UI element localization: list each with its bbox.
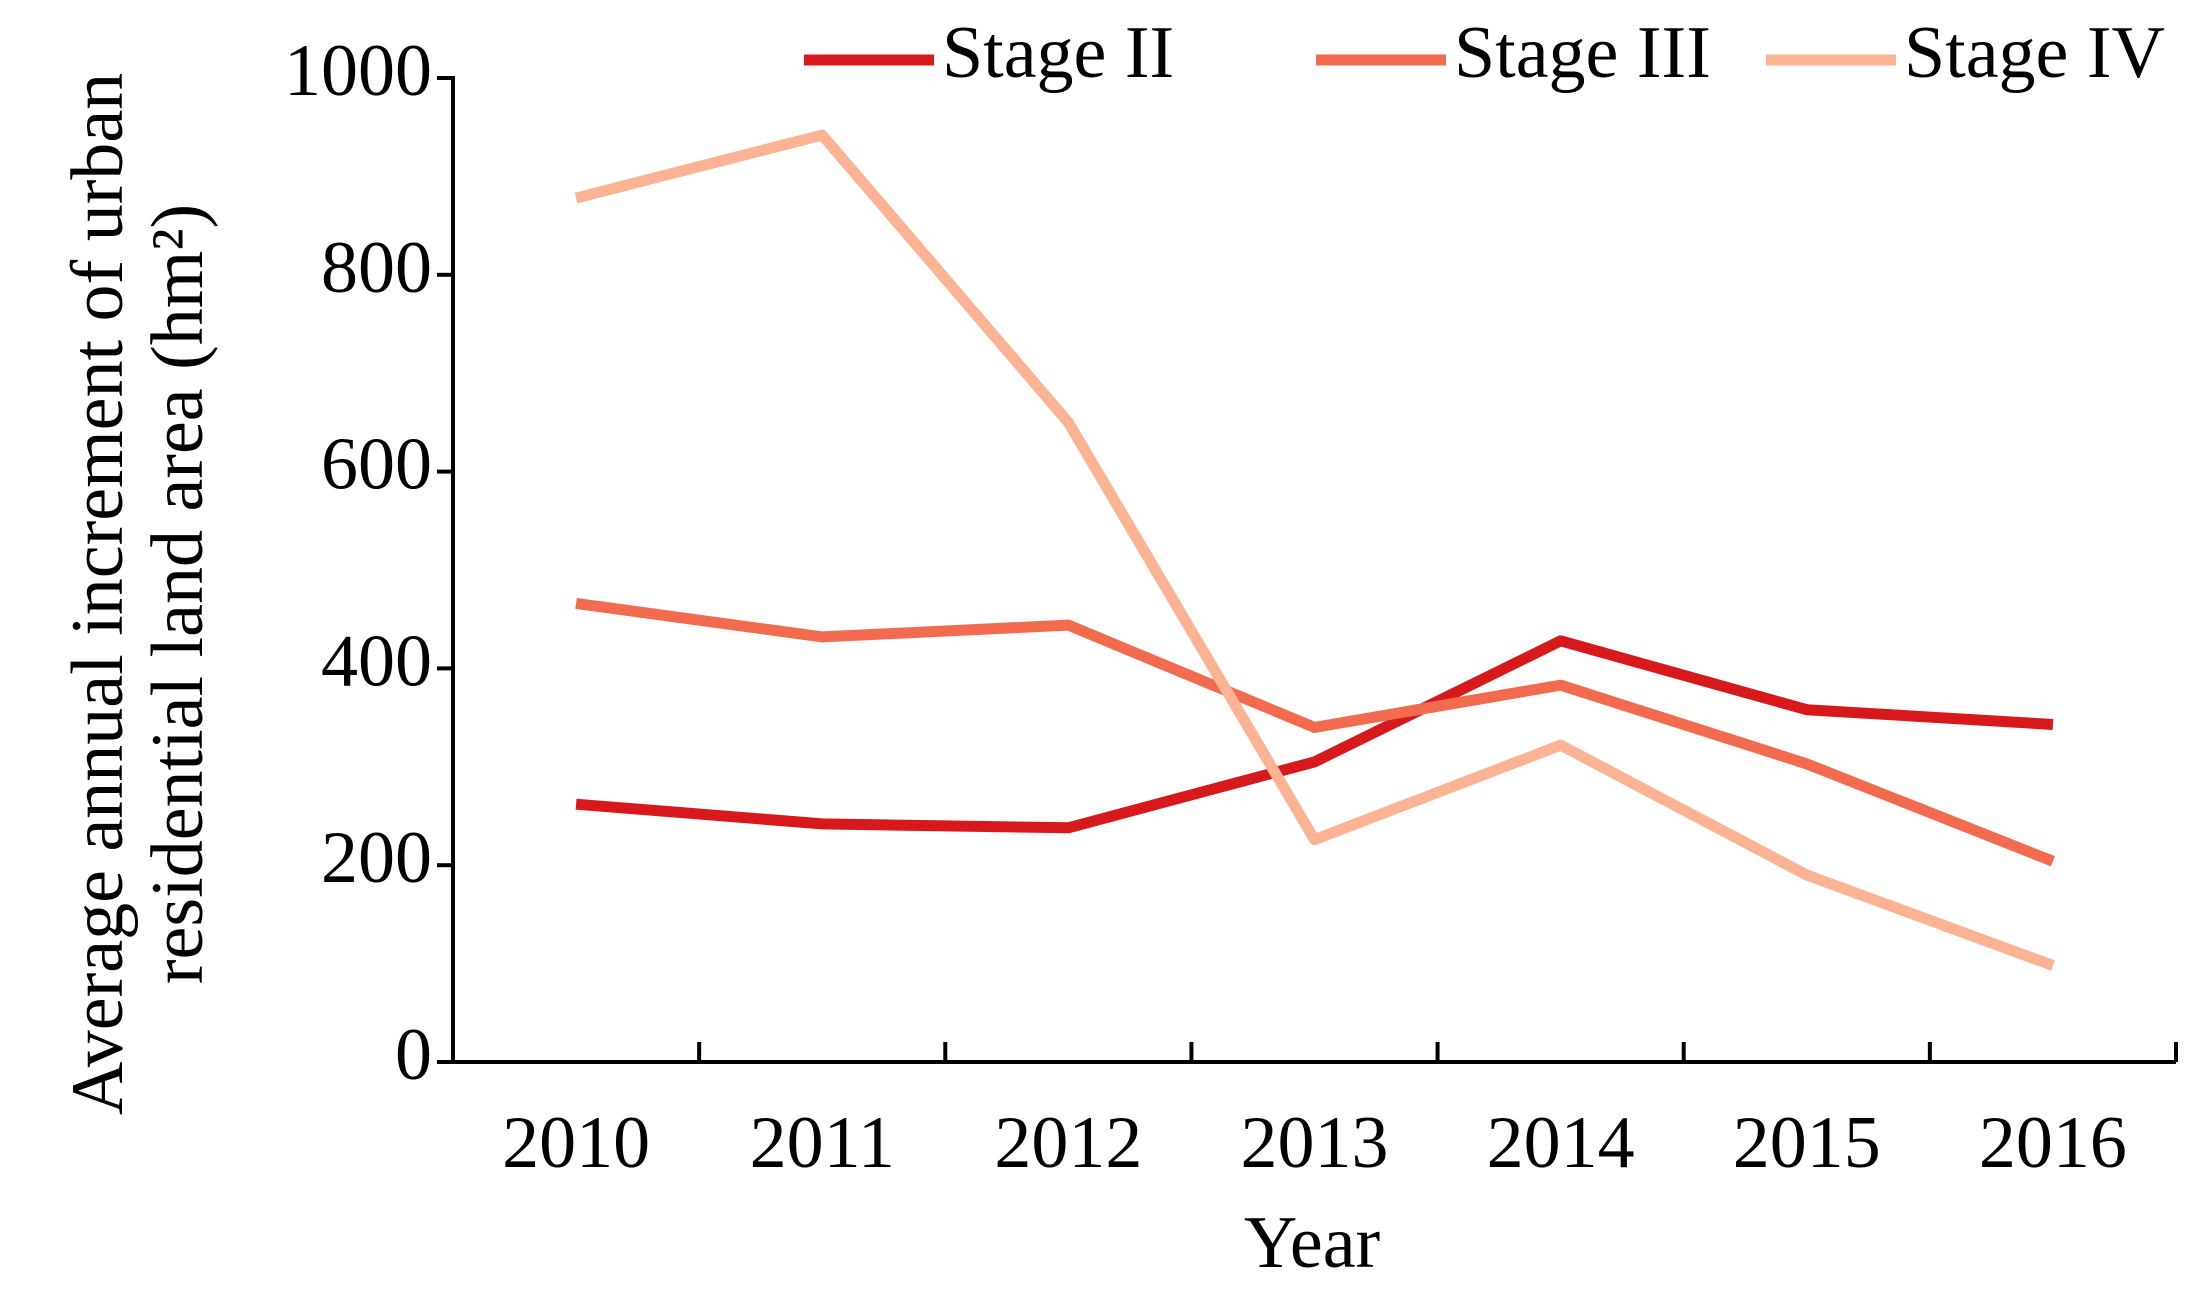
x-tick-label: 2011	[750, 1102, 895, 1184]
y-tick-label: 800	[321, 227, 432, 309]
x-axis-title: Year	[1244, 1202, 1380, 1284]
y-tick-label: 200	[321, 817, 432, 899]
legend-label: Stage III	[1454, 12, 1711, 94]
x-tick-label: 2010	[502, 1102, 650, 1184]
legend-label: Stage II	[942, 12, 1174, 94]
x-tick-label: 2012	[994, 1102, 1142, 1184]
y-axis-title-line: residential land area (hm²)	[137, 204, 219, 984]
x-tick-label: 2014	[1487, 1102, 1635, 1184]
y-axis-title: Average annual increment of urban reside…	[57, 73, 219, 1115]
y-tick-label: 1000	[284, 30, 432, 112]
y-axis-title-line: Average annual increment of urban	[57, 73, 139, 1115]
y-tick-label: 0	[395, 1014, 432, 1096]
x-tick-label: 2013	[1241, 1102, 1389, 1184]
x-tick-label: 2016	[1979, 1102, 2127, 1184]
series-line	[575, 598, 2055, 867]
y-tick-label: 600	[321, 424, 432, 506]
series-line	[575, 635, 2054, 834]
series-line	[574, 129, 2055, 971]
x-tick-label: 2015	[1733, 1102, 1881, 1184]
legend-label: Stage IV	[1904, 12, 2165, 94]
y-tick-label: 400	[321, 620, 432, 702]
